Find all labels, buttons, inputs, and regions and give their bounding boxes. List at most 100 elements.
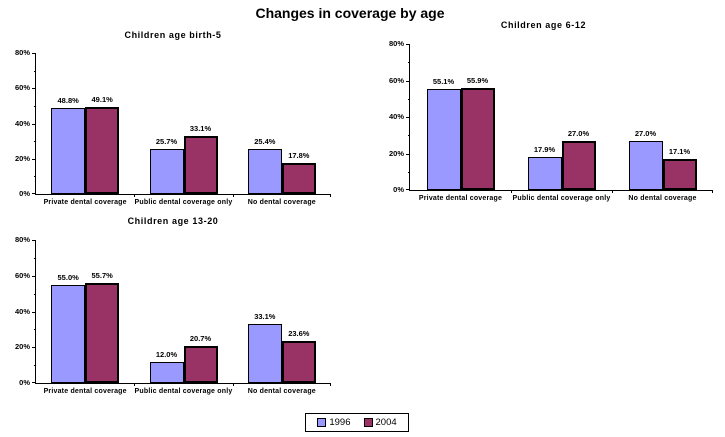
bar-2004-private-dental-coverage [460, 88, 495, 190]
bar-value-label: 17.1% [668, 147, 691, 156]
plot-area: 0% 20% 40% 60% 80% 55.1% 55.9% Private dental c… [389, 40, 713, 202]
bar-1996-private-dental-coverage [426, 89, 461, 190]
bar-value-label: 55.9% [466, 76, 489, 85]
category-label: Private dental coverage [418, 195, 503, 202]
y-axis-tick [408, 135, 410, 137]
bar-value-label: 25.4% [254, 137, 276, 146]
y-axis-tick [32, 382, 36, 383]
bar-value-label: 55.0% [57, 273, 79, 282]
x-axis-tick [330, 383, 331, 386]
y-tick-label: 80% [14, 48, 30, 57]
chart-title: Children age 6-12 [500, 20, 587, 30]
figure-title: Changes in coverage by age [255, 5, 445, 21]
y-axis-tick [34, 105, 36, 107]
y-axis-tick [406, 189, 410, 190]
bar-2004-public-dental-coverage-only [183, 136, 218, 194]
y-tick-label: 0% [19, 378, 30, 387]
y-axis-tick [32, 193, 36, 194]
plot-area: 0% 20% 40% 60% 80% 48.8% 49.1% Private dental c… [15, 49, 331, 206]
y-axis-tick [408, 171, 410, 173]
legend-swatch-2004-icon [363, 418, 373, 427]
y-axis-tick [34, 257, 36, 259]
bar-1996-private-dental-coverage [51, 285, 86, 383]
legend-entry-2004: 2004 [363, 416, 397, 428]
legend-swatch-1996-icon [317, 418, 327, 427]
y-axis-tick [32, 158, 36, 160]
y-tick-label: 20% [14, 342, 30, 352]
y-axis-tick [32, 275, 36, 277]
y-tick-label: 80% [14, 235, 30, 244]
x-axis-tick [134, 383, 136, 386]
x-axis-tick [612, 190, 613, 193]
bar-value-label: 27.0% [634, 129, 657, 138]
bar-value-label: 33.1% [254, 312, 276, 321]
x-axis-tick [232, 194, 234, 197]
y-axis-tick [408, 98, 410, 100]
y-axis-tick [32, 88, 36, 90]
x-axis-tick [511, 190, 512, 193]
bar-value-label: 20.7% [189, 334, 212, 343]
x-axis-tick [134, 194, 136, 197]
bar-1996-public-dental-coverage-only [527, 157, 562, 190]
bar-value-label: 33.1% [189, 124, 212, 133]
y-axis-tick [32, 123, 36, 125]
bar-2004-no-dental-coverage [281, 163, 316, 194]
y-axis-tick [406, 153, 410, 155]
chart-children-age-birth-5: Children age birth-5 0% 20% 40% 60% 80% 48.8% 4… [0, 24, 346, 224]
y-axis-tick [406, 117, 410, 118]
category-label: No dental coverage [247, 388, 316, 395]
y-axis-tick [32, 311, 36, 313]
bar-1996-no-dental-coverage [247, 149, 282, 194]
bar-2004-no-dental-coverage [662, 159, 697, 190]
chart-title: Children age birth-5 [124, 30, 222, 40]
bar-value-label: 55.7% [91, 271, 113, 280]
legend: 1996 2004 [305, 413, 409, 432]
y-axis-tick [34, 176, 36, 178]
bar-value-label: 23.6% [288, 329, 310, 338]
legend-label-1996: 1996 [329, 416, 351, 428]
chart-children-age-13-20: Children age 13-20 0% 20% 40% 60% 80% 55.0% 55.… [0, 210, 346, 410]
y-tick-label: 0% [393, 185, 404, 194]
bar-value-label: 49.1% [91, 95, 113, 104]
category-label: Public dental coverage only [512, 195, 611, 202]
y-axis-tick [406, 80, 410, 82]
category-label: Private dental coverage [43, 388, 127, 395]
bar-1996-private-dental-coverage [51, 108, 86, 194]
bar-2004-public-dental-coverage-only [183, 346, 218, 383]
bar-2004-private-dental-coverage [85, 107, 120, 194]
bar-value-label: 25.7% [155, 137, 178, 146]
y-axis-tick [34, 365, 36, 367]
y-axis-tick [32, 53, 36, 54]
bar-1996-public-dental-coverage-only [149, 362, 184, 383]
x-axis-tick [330, 194, 331, 197]
y-tick-label: 60% [14, 270, 30, 280]
bar-value-label: 12.0% [155, 350, 178, 359]
y-tick-label: 40% [14, 306, 30, 316]
y-axis-tick [408, 62, 410, 64]
bar-1996-no-dental-coverage [628, 141, 663, 190]
y-tick-label: 40% [14, 118, 30, 128]
legend-label-2004: 2004 [375, 416, 397, 428]
plot-area: 0% 20% 40% 60% 80% 55.0% 55.7% Private dental c… [15, 236, 331, 395]
bar-value-label: 55.1% [432, 77, 455, 86]
bar-1996-public-dental-coverage-only [149, 149, 184, 194]
bar-2004-no-dental-coverage [281, 341, 316, 383]
bar-value-label: 17.9% [533, 145, 556, 154]
y-tick-label: 20% [14, 153, 30, 163]
category-label: Public dental coverage only [134, 388, 233, 395]
y-tick-label: 60% [388, 75, 404, 85]
x-axis-tick [232, 383, 234, 386]
y-tick-label: 0% [19, 189, 30, 198]
y-tick-label: 20% [388, 148, 404, 158]
y-tick-label: 60% [14, 83, 30, 93]
category-label: Public dental coverage only [134, 199, 233, 206]
y-axis-tick [34, 329, 36, 331]
y-axis-tick [32, 240, 36, 241]
chart-children-age-6-12: Children age 6-12 0% 20% 40% 60% 80% 55.1% 55.9… [362, 14, 725, 214]
bar-2004-public-dental-coverage-only [561, 141, 596, 190]
y-axis-tick [406, 44, 410, 45]
legend-entry-1996: 1996 [317, 416, 351, 428]
bar-2004-private-dental-coverage [85, 283, 120, 383]
bar-value-label: 48.8% [57, 96, 79, 105]
y-axis-tick [34, 141, 36, 143]
